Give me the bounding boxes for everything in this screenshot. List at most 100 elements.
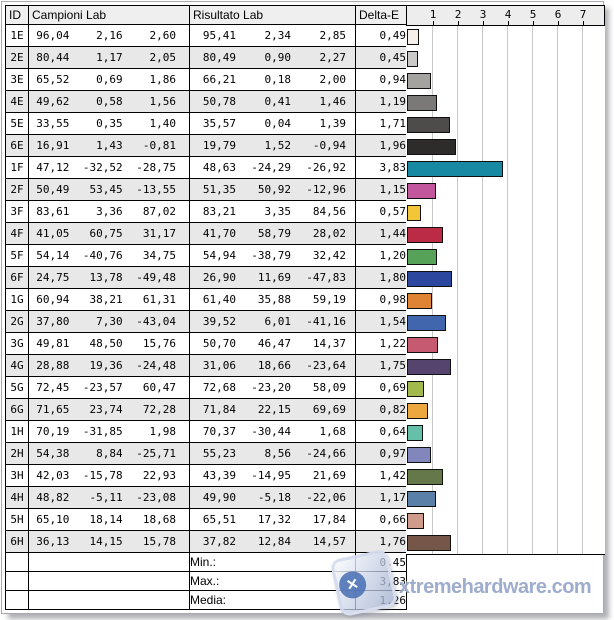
campioni-a: 1,17	[96, 51, 123, 64]
row-delta-e: 1,44	[355, 222, 407, 245]
axis-tick-mark	[483, 21, 484, 25]
risultato-b: 1,46	[319, 95, 347, 108]
table-row: 1G 60,94 38,21 61,31 61,40 35,88 59,19 0,98	[5, 288, 407, 311]
campioni-a: 2,16	[96, 29, 123, 42]
delta-e-bar-chart	[406, 26, 605, 555]
row-delta-e: 0,69	[355, 376, 407, 399]
campioni-a: -23,57	[82, 381, 123, 394]
risultato-b: 1,39	[319, 117, 347, 130]
axis-tick-mark	[583, 21, 584, 25]
campioni-lab-values: 71,65 23,74 72,28	[30, 403, 189, 416]
campioni-l: 71,65	[36, 403, 70, 416]
campioni-l: 54,14	[36, 249, 70, 262]
campioni-lab-values: 65,10 18,14 18,68	[30, 513, 189, 526]
risultato-lab-values: 26,90 11,69 -47,83	[191, 271, 355, 284]
summary-row: Min.: 0,45	[5, 552, 407, 572]
risultato-lab-values: 41,70 58,79 28,02	[191, 227, 355, 240]
campioni-a: 23,74	[89, 403, 123, 416]
campioni-b: -28,75	[136, 161, 176, 174]
campioni-l: 72,45	[36, 381, 70, 394]
risultato-b: -26,92	[306, 161, 346, 174]
campioni-l: 60,94	[36, 293, 70, 306]
row-delta-e: 1,42	[355, 464, 407, 487]
risultato-l: 51,35	[202, 183, 236, 196]
risultato-a: 2,34	[264, 29, 292, 42]
risultato-l: 50,70	[202, 337, 236, 350]
row-delta-e: 1,76	[355, 530, 407, 553]
campioni-b: 2,05	[149, 51, 176, 64]
campioni-a: 0,35	[96, 117, 123, 130]
row-id: 3F	[5, 200, 29, 223]
campioni-l: 24,75	[36, 271, 70, 284]
risultato-b: 14,57	[312, 535, 346, 548]
delta-e-bar-2H	[407, 447, 431, 463]
row-id: 2H	[5, 442, 29, 465]
risultato-b: -41,16	[306, 315, 346, 328]
table-row: 3E 65,52 0,69 1,86 66,21 0,18 2,00 0,94	[5, 68, 407, 91]
campioni-lab-values: 28,88 19,36 -24,48	[30, 359, 189, 372]
risultato-a: 46,47	[257, 337, 291, 350]
delta-e-bar-2E	[407, 51, 418, 67]
row-id: 4E	[5, 90, 29, 113]
row-id: 4H	[5, 486, 29, 509]
row-delta-e: 0,82	[355, 398, 407, 421]
campioni-l: 48,82	[36, 491, 70, 504]
row-id: 2G	[5, 310, 29, 333]
risultato-b: 2,27	[319, 51, 347, 64]
campioni-lab-values: 37,80 7,30 -43,04	[30, 315, 189, 328]
row-delta-e: 1,71	[355, 112, 407, 135]
row-delta-e: 1,19	[355, 90, 407, 113]
campioni-a: 13,78	[89, 271, 123, 284]
summary-value: 0,45	[355, 552, 407, 572]
summary-label: Max.:	[189, 571, 356, 591]
table-row: 3H 42,03 -15,78 22,93 43,39 -14,95 21,69 1,4…	[5, 464, 407, 487]
risultato-lab-values: 72,68 -23,20 58,09	[191, 381, 355, 394]
summary-empty-campioni-cell	[28, 571, 190, 591]
table-row: 4F 41,05 60,75 31,17 41,70 58,79 28,02 1,44	[5, 222, 407, 245]
campioni-a: 38,21	[89, 293, 123, 306]
table-row: 6G 71,65 23,74 72,28 71,84 22,15 69,69 0,82	[5, 398, 407, 421]
axis-tick-label: 5	[529, 8, 537, 21]
risultato-lab-values: 51,35 50,92 -12,96	[191, 183, 355, 196]
axis-tick-label: 2	[454, 8, 462, 21]
campioni-b: 18,68	[142, 513, 176, 526]
risultato-lab-values: 43,39 -14,95 21,69	[191, 469, 355, 482]
campioni-lab-values: 41,05 60,75 31,17	[30, 227, 189, 240]
risultato-l: 65,51	[202, 513, 236, 526]
delta-e-bar-3F	[407, 205, 421, 221]
campioni-lab-values: 60,94 38,21 61,31	[30, 293, 189, 306]
campioni-lab-values: 49,81 48,50 15,76	[30, 337, 189, 350]
delta-e-bar-6E	[407, 139, 456, 155]
campioni-a: 60,75	[89, 227, 123, 240]
summary-empty-campioni-cell	[28, 590, 190, 610]
risultato-a: 12,84	[257, 535, 291, 548]
risultato-a: 3,35	[264, 205, 292, 218]
risultato-a: 0,04	[264, 117, 292, 130]
risultato-lab-values: 31,06 18,66 -23,64	[191, 359, 355, 372]
delta-e-bar-5H	[407, 513, 424, 529]
table-row: 1F 47,12 -32,52 -28,75 48,63 -24,29 -26,92 3…	[5, 156, 407, 179]
campioni-a: 3,36	[96, 205, 123, 218]
row-id: 4F	[5, 222, 29, 245]
delta-e-bar-4H	[407, 491, 436, 507]
campioni-b: 61,31	[142, 293, 176, 306]
risultato-b: 58,09	[312, 381, 346, 394]
risultato-b: -47,83	[306, 271, 346, 284]
gridline	[582, 26, 583, 554]
row-delta-e: 1,22	[355, 332, 407, 355]
risultato-l: 48,63	[202, 161, 236, 174]
risultato-l: 66,21	[202, 73, 236, 86]
campioni-b: 1,40	[149, 117, 176, 130]
table-row: 2E 80,44 1,17 2,05 80,49 0,90 2,27 0,45	[5, 46, 407, 69]
campioni-l: 50,49	[36, 183, 70, 196]
risultato-l: 39,52	[202, 315, 236, 328]
risultato-l: 70,37	[202, 425, 236, 438]
gridline	[457, 26, 458, 554]
risultato-b: 2,00	[319, 73, 347, 86]
row-id: 1F	[5, 156, 29, 179]
risultato-b: 21,69	[312, 469, 346, 482]
campioni-l: 96,04	[36, 29, 70, 42]
campioni-b: -43,04	[136, 315, 176, 328]
campioni-b: 60,47	[142, 381, 176, 394]
